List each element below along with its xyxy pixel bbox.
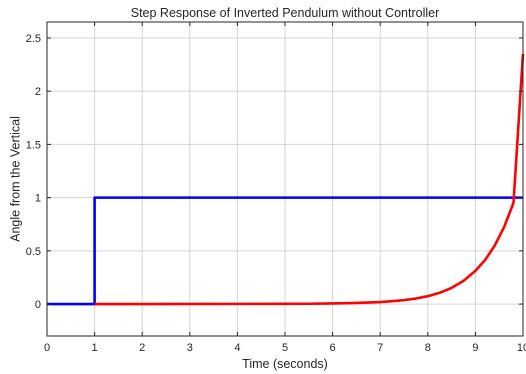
y-tick-label: 0: [35, 299, 41, 311]
series-line-2: [94, 53, 525, 306]
y-tick-label: 0.5: [26, 246, 41, 258]
x-tick-label: 3: [187, 342, 193, 354]
y-tick-label: 2: [35, 86, 41, 98]
x-tick-label: 8: [425, 342, 431, 354]
x-tick-label: 5: [282, 342, 288, 354]
y-tick-label: 1.5: [26, 139, 41, 151]
chart-title: Step Response of Inverted Pendulum witho…: [131, 6, 440, 20]
x-tick-label: 0: [44, 342, 50, 354]
axis-ticks: 0 1 2 3 4 5 6 7 8 9 10 0 0.5 1 1.5 2 2.5: [26, 22, 526, 354]
x-tick-label: 4: [234, 342, 240, 354]
y-axis-label: Angle from the Vertical: [8, 116, 22, 242]
series-line-1: [47, 196, 523, 306]
x-tick-label: 9: [472, 342, 478, 354]
x-tick-label: 2: [139, 342, 145, 354]
x-axis-label: Time (seconds): [242, 357, 328, 371]
x-tick-label: 10: [517, 342, 526, 354]
y-tick-label: 2.5: [26, 33, 41, 45]
x-tick-label: 6: [330, 342, 336, 354]
x-tick-label: 7: [377, 342, 383, 354]
x-tick-label: 1: [92, 342, 98, 354]
y-tick-label: 1: [35, 193, 41, 205]
plot-series: [47, 53, 525, 306]
